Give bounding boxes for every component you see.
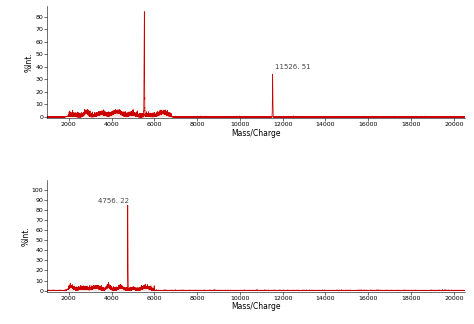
Text: 11526. 51: 11526. 51	[275, 64, 310, 70]
Y-axis label: %Int.: %Int.	[25, 52, 34, 72]
Text: 4756. 22: 4756. 22	[98, 198, 129, 204]
X-axis label: Mass/Charge: Mass/Charge	[231, 302, 281, 311]
X-axis label: Mass/Charge: Mass/Charge	[231, 129, 281, 138]
Y-axis label: %Int.: %Int.	[21, 226, 30, 246]
